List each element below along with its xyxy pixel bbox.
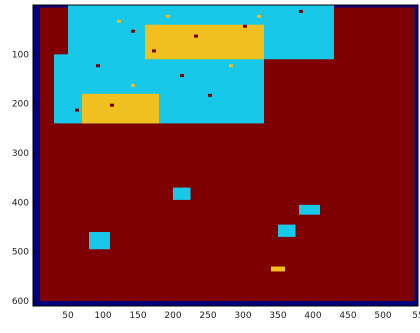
- y-tick-label-2: 300: [12, 149, 29, 159]
- heatmap-region-cyan_class-9: [278, 224, 296, 237]
- axes-layer: 50 100 150 200 250 300 350 400 450 500 55 100 200 300…: [12, 4, 420, 321]
- heatmap-region-cyan_class-6: [173, 187, 191, 200]
- heatmap-speckle-5: [243, 24, 247, 28]
- y-tick-label-4: 500: [12, 248, 29, 258]
- x-tick-label-1: 100: [94, 311, 111, 321]
- x-tick-label-0: 50: [62, 311, 74, 321]
- x-tick-label-2: 150: [129, 311, 146, 321]
- x-tick-label-7: 400: [304, 311, 321, 321]
- heatmap-speckle-4: [215, 44, 219, 48]
- image-layer: [33, 5, 418, 306]
- heatmap-speckle-12: [299, 9, 303, 13]
- x-tick-label-10: 55: [412, 311, 420, 321]
- heatmap-region-yellow_class-4: [82, 93, 159, 124]
- y-tick-label-5: 600: [12, 297, 29, 307]
- heatmap-speckle-6: [180, 74, 184, 78]
- heatmap-speckle-3: [194, 34, 198, 38]
- heatmap-speckle-13: [75, 108, 79, 112]
- y-tick-label-1: 200: [12, 100, 29, 110]
- heatmap-speckle-11: [257, 14, 261, 18]
- y-tick-label-0: 100: [12, 50, 29, 60]
- x-tick-label-5: 300: [234, 311, 251, 321]
- y-tick-label-3: 400: [12, 198, 29, 208]
- heatmap-region-cyan_class-7: [89, 231, 110, 250]
- x-tick-label-6: 350: [269, 311, 286, 321]
- heatmap-speckle-0: [117, 19, 121, 23]
- x-tick-label-9: 500: [374, 311, 391, 321]
- x-tick-label-8: 450: [339, 311, 356, 321]
- heatmap-speckle-8: [110, 103, 114, 107]
- heatmap-speckle-1: [131, 29, 135, 33]
- heatmap-region-yellow_class-10: [271, 266, 285, 272]
- heatmap-speckle-14: [229, 64, 233, 68]
- heatmap-region-cyan_class-8: [299, 204, 320, 215]
- axes-frame: [32, 4, 419, 307]
- heatmap-speckle-9: [131, 83, 135, 87]
- heatmap-speckle-15: [152, 49, 156, 53]
- x-tick-label-4: 250: [199, 311, 216, 321]
- heatmap-speckle-2: [166, 14, 170, 18]
- heatmap-region-yellow_class-5: [145, 24, 264, 60]
- x-tick-label-3: 200: [164, 311, 181, 321]
- heatmap-speckle-7: [208, 93, 212, 97]
- heatmap-speckle-10: [96, 64, 100, 68]
